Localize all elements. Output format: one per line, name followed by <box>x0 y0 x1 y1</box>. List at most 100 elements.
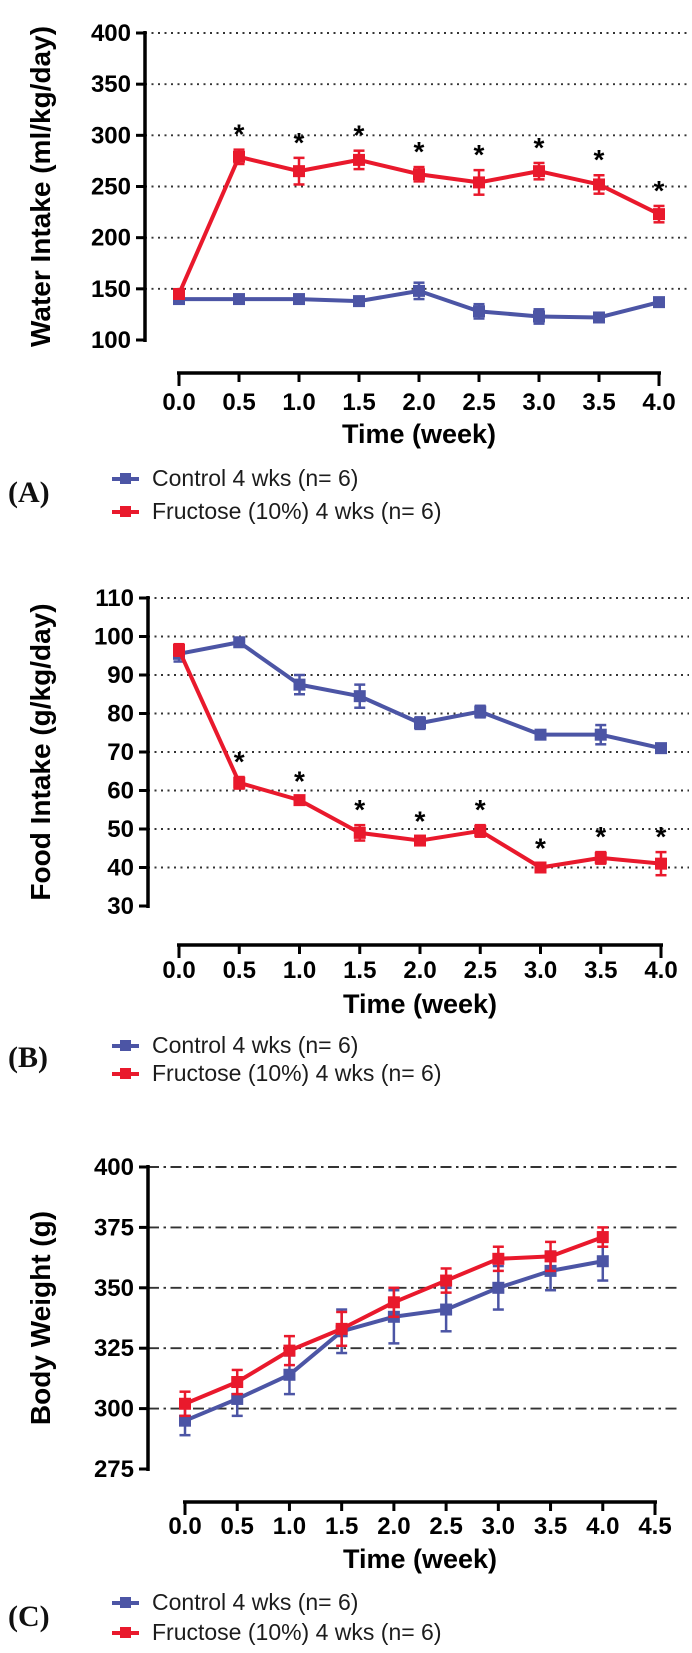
svg-text:*: * <box>415 806 426 837</box>
svg-text:0.5: 0.5 <box>221 1513 254 1540</box>
svg-text:350: 350 <box>94 1275 134 1302</box>
svg-text:350: 350 <box>91 71 131 98</box>
data-point-marker <box>474 705 487 718</box>
svg-text:400: 400 <box>94 1154 134 1181</box>
data-point-marker <box>492 1252 505 1265</box>
svg-text:2.0: 2.0 <box>403 957 436 984</box>
data-point-marker <box>653 208 665 221</box>
svg-text:*: * <box>656 821 667 852</box>
legend-label-control: Control 4 wks (n= 6) <box>152 1031 359 1058</box>
data-point-marker <box>655 857 667 870</box>
svg-text:4.0: 4.0 <box>642 389 675 416</box>
legend-label-fructose: Fructose (10%) 4 wks (n= 6) <box>152 1618 442 1645</box>
legend-item-fructose: Fructose (10%) 4 wks (n= 6) <box>112 1060 442 1086</box>
series-fructose: * * * * * * * * <box>173 119 665 300</box>
panel-label-c: (C) <box>8 1600 50 1633</box>
data-point-marker <box>283 1344 296 1357</box>
legend-label-fructose: Fructose (10%) 4 wks (n= 6) <box>152 1059 442 1086</box>
svg-text:0.0: 0.0 <box>162 957 195 984</box>
data-point-marker <box>283 1368 296 1381</box>
svg-text:40: 40 <box>107 855 134 882</box>
control-line-marker-icon <box>112 472 139 485</box>
svg-text:325: 325 <box>94 1335 134 1362</box>
svg-text:*: * <box>474 139 485 170</box>
svg-text:250: 250 <box>91 174 131 201</box>
svg-text:0.5: 0.5 <box>223 957 256 984</box>
series-fructose <box>179 1226 609 1418</box>
svg-text:Time (week): Time (week) <box>343 1544 497 1574</box>
chart-food-intake: 30 40 50 60 70 80 90 100 110 Food Intake (g/kg/da… <box>25 585 689 1019</box>
legend-panel-a: Control 4 wks (n= 6) Fructose (10%) 4 wk… <box>112 465 442 531</box>
svg-text:3.0: 3.0 <box>524 957 557 984</box>
legend-item-fructose: Fructose (10%) 4 wks (n= 6) <box>112 1619 442 1645</box>
svg-text:*: * <box>294 765 305 796</box>
data-point-marker <box>492 1281 505 1294</box>
data-point-marker <box>293 165 305 178</box>
data-point-marker <box>293 678 306 691</box>
svg-text:4.0: 4.0 <box>586 1513 619 1540</box>
data-point-marker <box>534 861 547 874</box>
svg-text:80: 80 <box>107 701 134 728</box>
svg-text:60: 60 <box>107 778 134 805</box>
data-point-marker <box>353 690 366 703</box>
data-point-marker <box>414 834 426 847</box>
data-point-marker <box>440 1303 453 1316</box>
svg-text:1.0: 1.0 <box>273 1513 306 1540</box>
data-point-marker <box>233 150 245 163</box>
svg-text:50: 50 <box>107 816 134 843</box>
x-axis: 0.0 0.5 1.0 1.5 2.0 2.5 3.0 3.5 4.0 4.5 Time (week… <box>168 1500 672 1574</box>
data-point-marker <box>335 1322 348 1335</box>
svg-text:70: 70 <box>107 739 134 766</box>
legend-label-control: Control 4 wks (n= 6) <box>152 464 359 491</box>
svg-text:100: 100 <box>94 624 134 651</box>
data-point-marker <box>413 284 425 297</box>
svg-text:0.0: 0.0 <box>162 389 195 416</box>
chart-water-intake: 100 150 200 250 300 350 400 Water Intake (ml/kg… <box>25 20 689 449</box>
svg-text:2.0: 2.0 <box>377 1513 410 1540</box>
data-point-marker <box>593 178 605 191</box>
svg-text:1.0: 1.0 <box>282 389 315 416</box>
data-point-marker <box>596 1255 609 1268</box>
chart-body-weight: 275 300 325 350 375 400 Body Weight (g) 0.0 0.5 1… <box>25 1154 681 1574</box>
svg-text:Water Intake (ml/kg/day): Water Intake (ml/kg/day) <box>25 26 56 347</box>
control-line-marker-icon <box>112 1596 139 1609</box>
svg-text:*: * <box>535 833 546 864</box>
legend-item-fructose: Fructose (10%) 4 wks (n= 6) <box>112 498 442 524</box>
data-point-marker <box>534 728 547 741</box>
svg-text:3.0: 3.0 <box>522 389 555 416</box>
legend-item-control: Control 4 wks (n= 6) <box>112 465 442 491</box>
data-point-marker <box>233 636 246 649</box>
svg-text:0.5: 0.5 <box>222 389 255 416</box>
svg-text:275: 275 <box>94 1456 134 1483</box>
panel-label-a: (A) <box>8 476 50 509</box>
svg-text:3.0: 3.0 <box>482 1513 515 1540</box>
svg-text:1.5: 1.5 <box>325 1513 358 1540</box>
svg-text:*: * <box>234 119 245 150</box>
data-point-marker <box>596 1231 609 1244</box>
data-point-marker <box>387 1296 400 1309</box>
svg-text:4.5: 4.5 <box>638 1513 671 1540</box>
x-axis: 0.0 0.5 1.0 1.5 2.0 2.5 3.0 3.5 4.0 Time (week) <box>162 943 678 1019</box>
y-axis: 100 150 200 250 300 350 400 Water Intake (ml/kg… <box>25 20 147 354</box>
data-point-marker <box>233 776 246 789</box>
svg-text:*: * <box>475 794 486 825</box>
data-point-marker <box>173 643 185 656</box>
fructose-line-marker-icon <box>112 505 139 518</box>
data-point-marker <box>473 305 485 318</box>
y-axis: 275 300 325 350 375 400 Body Weight (g) <box>25 1154 150 1483</box>
svg-text:2.5: 2.5 <box>464 957 497 984</box>
svg-text:*: * <box>234 746 245 777</box>
svg-text:Food Intake (g/kg/day): Food Intake (g/kg/day) <box>25 603 56 900</box>
svg-text:375: 375 <box>94 1214 134 1241</box>
svg-text:30: 30 <box>107 893 134 920</box>
data-point-marker <box>413 168 425 181</box>
legend-label-fructose: Fructose (10%) 4 wks (n= 6) <box>152 497 442 524</box>
svg-text:*: * <box>414 136 425 167</box>
svg-text:*: * <box>354 120 365 151</box>
legend-label-control: Control 4 wks (n= 6) <box>152 1588 359 1615</box>
legend-panel-c: Control 4 wks (n= 6) Fructose (10%) 4 wk… <box>112 1589 442 1649</box>
fructose-line-marker-icon <box>112 1067 139 1080</box>
legend-item-control: Control 4 wks (n= 6) <box>112 1589 442 1615</box>
svg-text:200: 200 <box>91 225 131 252</box>
